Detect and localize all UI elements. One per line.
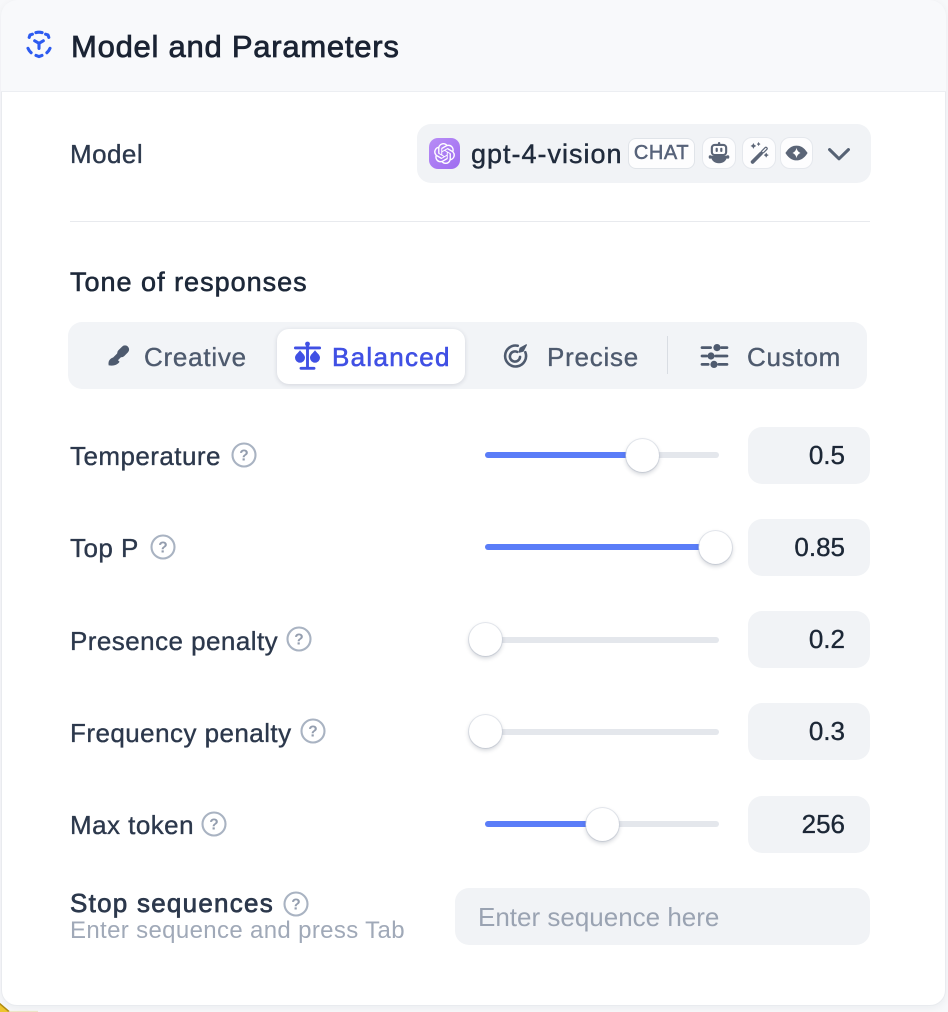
svg-text:?: ?	[291, 896, 300, 913]
svg-text:?: ?	[239, 447, 248, 464]
svg-text:?: ?	[209, 816, 218, 833]
svg-text:?: ?	[308, 724, 317, 741]
svg-text:?: ?	[158, 539, 167, 556]
svg-text:?: ?	[294, 632, 303, 649]
